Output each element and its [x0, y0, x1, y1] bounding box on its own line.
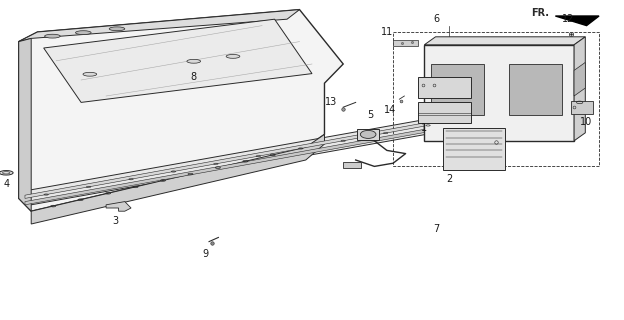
- Polygon shape: [106, 202, 131, 211]
- Polygon shape: [25, 125, 449, 205]
- Ellipse shape: [187, 59, 201, 63]
- Polygon shape: [19, 115, 462, 205]
- Polygon shape: [574, 37, 585, 141]
- Polygon shape: [424, 37, 585, 45]
- Ellipse shape: [76, 31, 91, 35]
- Polygon shape: [19, 10, 300, 42]
- Text: 14: 14: [384, 105, 396, 116]
- Bar: [509, 64, 562, 115]
- Text: 12: 12: [562, 14, 574, 24]
- Text: 3: 3: [112, 216, 119, 226]
- Text: 2: 2: [446, 174, 452, 184]
- Text: 11: 11: [381, 27, 393, 37]
- Ellipse shape: [0, 171, 13, 175]
- Ellipse shape: [360, 130, 376, 138]
- Polygon shape: [19, 10, 343, 211]
- Text: 1: 1: [421, 123, 427, 133]
- Bar: [357, 129, 379, 140]
- Polygon shape: [571, 101, 593, 114]
- Text: 8: 8: [190, 72, 197, 82]
- Polygon shape: [555, 16, 599, 26]
- Polygon shape: [31, 134, 324, 224]
- Bar: [431, 64, 484, 115]
- Text: 5: 5: [367, 110, 373, 120]
- Ellipse shape: [226, 54, 240, 58]
- Text: 9: 9: [203, 249, 209, 260]
- Polygon shape: [393, 40, 418, 46]
- Text: 6: 6: [434, 14, 440, 24]
- Bar: [443, 128, 505, 170]
- Polygon shape: [44, 19, 312, 102]
- Bar: [343, 162, 361, 168]
- Polygon shape: [574, 62, 585, 96]
- Text: 10: 10: [580, 116, 593, 127]
- Ellipse shape: [109, 27, 125, 31]
- Bar: [418, 102, 471, 123]
- Polygon shape: [19, 38, 31, 211]
- Bar: [418, 77, 471, 98]
- Text: 4: 4: [3, 179, 9, 189]
- Text: 13: 13: [324, 97, 337, 108]
- Ellipse shape: [83, 72, 97, 76]
- Bar: [424, 45, 574, 141]
- Ellipse shape: [45, 34, 60, 38]
- Text: FR.: FR.: [531, 8, 549, 18]
- Text: 7: 7: [434, 224, 440, 234]
- Polygon shape: [25, 118, 449, 198]
